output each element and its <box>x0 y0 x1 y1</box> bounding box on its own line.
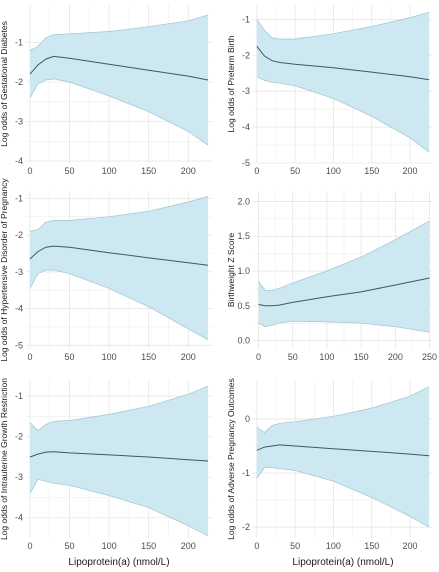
fit-line <box>29 245 209 266</box>
y-tick-label: 1.5 <box>237 231 250 241</box>
y-tick-label: 0.0 <box>237 336 250 346</box>
confidence-band-upper <box>29 196 209 232</box>
x-tick-label: 100 <box>326 166 341 176</box>
y-tick-label: -2 <box>15 230 23 240</box>
y-tick-label: -3 <box>15 472 23 482</box>
y-tick-label: -2 <box>15 77 23 87</box>
x-axis-label: Lipoprotein(a) (nmol/L) <box>292 557 393 568</box>
x-tick-label: 50 <box>65 541 75 551</box>
x-tick-label: 50 <box>65 352 75 362</box>
x-tick-label: 200 <box>403 166 418 176</box>
y-tick-label: -3 <box>242 86 250 96</box>
x-tick-label: 0 <box>27 166 32 176</box>
y-tick-label: 1.0 <box>237 266 250 276</box>
x-tick-label: 150 <box>364 166 379 176</box>
y-tick-label: -1 <box>242 468 250 478</box>
x-tick-label: 0 <box>254 541 259 551</box>
confidence-band-lower <box>29 478 209 537</box>
chart-panel-middle-right: 0 50 100 150 200 250 0.0 0.5 1.0 1.5 2.0 Birthweigh… <box>226 191 437 362</box>
x-tick-label: 50 <box>290 166 300 176</box>
x-tick-label: 50 <box>288 352 298 362</box>
y-tick-label: -1 <box>15 193 23 203</box>
x-tick-label: 150 <box>364 541 379 551</box>
x-tick-label: 100 <box>319 352 334 362</box>
confidence-band-upper <box>258 220 430 291</box>
x-tick-label: 150 <box>354 352 369 362</box>
y-tick-label: -4 <box>15 156 23 166</box>
confidence-band <box>258 220 430 333</box>
confidence-band <box>30 196 208 340</box>
y-tick-label: -2 <box>242 522 250 532</box>
confidence-band-upper <box>29 385 209 432</box>
fit-line <box>256 444 430 457</box>
y-tick-label: 2.0 <box>237 196 250 206</box>
confidence-band <box>30 14 208 146</box>
y-tick-label: -4 <box>15 513 23 523</box>
y-tick-label: -2 <box>15 432 23 442</box>
x-tick-label: 150 <box>141 352 156 362</box>
confidence-band-upper <box>29 14 209 51</box>
y-tick-label: -5 <box>242 158 250 168</box>
x-tick-label: 0 <box>27 541 32 551</box>
y-tick-label: -1 <box>15 391 23 401</box>
confidence-band-lower <box>258 320 430 333</box>
x-tick-label: 0 <box>254 166 259 176</box>
y-tick-label: -1 <box>15 38 23 48</box>
y-tick-label: -1 <box>242 14 250 24</box>
chart-panel-middle-left: 0 50 100 150 200 -1 -2 -3 -4 -5 Log odds of Hypert… <box>0 178 212 362</box>
x-tick-label: 200 <box>181 352 196 362</box>
y-axis-label: Log odds of Gestational Diabetes <box>0 21 9 147</box>
y-tick-label: 0.5 <box>237 301 250 311</box>
y-axis-label: Birthweight Z Score <box>226 233 236 307</box>
confidence-band-lower <box>256 467 430 528</box>
chart-panel-bottom-left: 0 50 100 150 200 -1 -2 -3 -4 Log odds of Intraute… <box>0 378 212 568</box>
y-axis-label: Log odds of Preterm Birth <box>226 35 236 132</box>
y-tick-label: -4 <box>242 122 250 132</box>
x-tick-label: 200 <box>388 352 403 362</box>
y-tick-label: -5 <box>15 340 23 350</box>
y-axis-label: Log odds of Intrauterine Growth Restrict… <box>0 378 9 540</box>
confidence-band-upper <box>256 11 430 40</box>
x-tick-label: 100 <box>102 166 117 176</box>
fit-line <box>29 451 209 462</box>
confidence-band <box>256 386 430 528</box>
x-tick-label: 150 <box>141 166 156 176</box>
y-tick-label: -3 <box>15 117 23 127</box>
chart-panel-top-right: 0 50 100 150 200 -1 -2 -3 -4 -5 Log odds of Preter… <box>226 5 433 176</box>
x-axis-label: Lipoprotein(a) (nmol/L) <box>68 557 169 568</box>
x-tick-label: 50 <box>65 166 75 176</box>
confidence-band <box>256 12 430 153</box>
x-tick-label: 150 <box>141 541 156 551</box>
x-tick-label: 200 <box>181 541 196 551</box>
x-tick-label: 100 <box>102 541 117 551</box>
y-tick-label: -3 <box>15 267 23 277</box>
y-tick-label: -2 <box>242 50 250 60</box>
x-tick-label: 100 <box>326 541 341 551</box>
chart-panel-top-left: 0 50 100 150 200 -1 -2 -3 -4 Log odds of Gestatio… <box>0 5 212 176</box>
y-tick-label: -4 <box>15 304 23 314</box>
y-axis-label: Log odds of Hypertensive Disorder of Pre… <box>0 178 9 362</box>
fit-line <box>258 277 430 307</box>
confidence-band-upper <box>256 386 430 433</box>
x-tick-label: 250 <box>422 352 437 362</box>
confidence-band <box>30 386 208 536</box>
fit-line <box>29 55 209 81</box>
x-tick-label: 0 <box>27 352 32 362</box>
x-tick-label: 0 <box>256 352 261 362</box>
y-tick-label: 0 <box>245 414 250 424</box>
chart-panel-bottom-right: 0 50 100 150 200 0 -1 -2 Log odds of Adverse Pre… <box>226 378 433 568</box>
x-tick-label: 100 <box>102 352 117 362</box>
x-tick-label: 200 <box>403 541 418 551</box>
x-tick-label: 50 <box>290 541 300 551</box>
y-axis-label: Log odds of Adverse Pregnancy Outcomes <box>226 378 236 540</box>
confidence-band-lower <box>29 269 209 341</box>
x-tick-label: 200 <box>181 166 196 176</box>
fit-line <box>256 45 430 81</box>
confidence-band-lower <box>256 76 430 153</box>
confidence-band-lower <box>29 78 209 146</box>
